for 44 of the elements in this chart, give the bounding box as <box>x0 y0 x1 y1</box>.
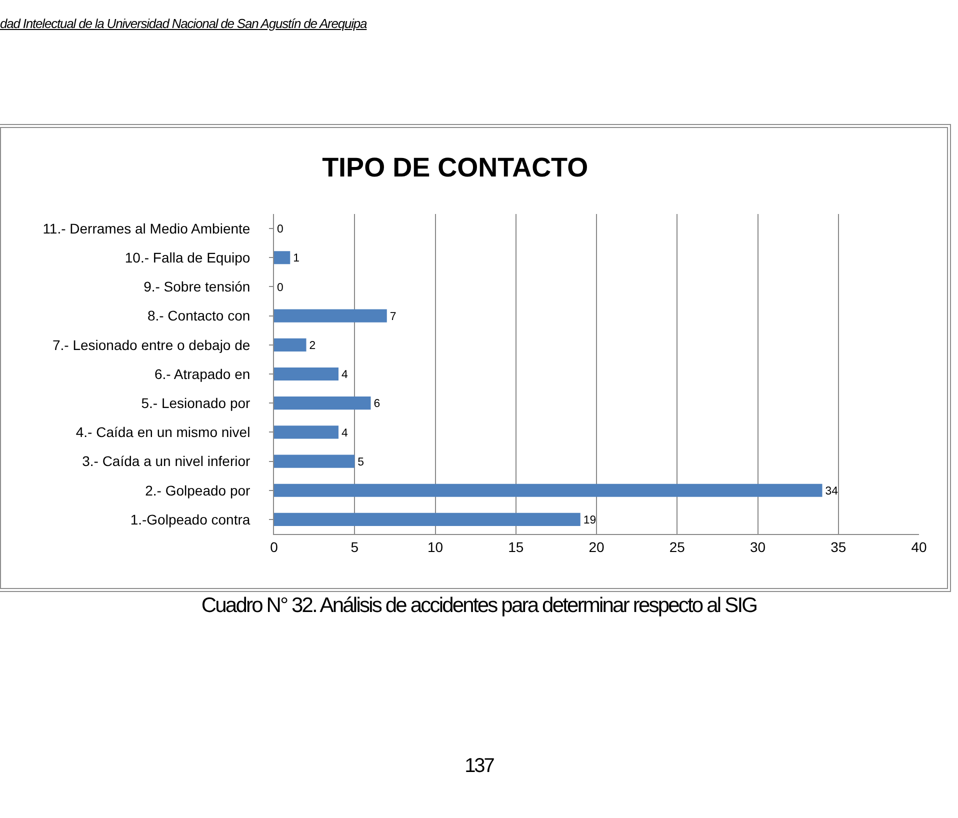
chart-title: TIPO DE CONTACTO <box>322 152 588 183</box>
x-tick-label: 15 <box>508 538 524 555</box>
y-tick-label: 9.- Sobre tensión <box>144 278 250 295</box>
data-label: 0 <box>277 224 284 236</box>
bar <box>274 251 290 264</box>
y-tick-label: 8.- Contacto con <box>147 308 250 324</box>
x-tick-label: 30 <box>750 538 766 555</box>
text: dad Intelectual de la Universidad Nacional de San Agustín de Arequipa <box>0 16 367 31</box>
data-label: 6 <box>374 398 380 410</box>
y-tick-label: 6.- Atrapado en <box>154 366 250 382</box>
bar <box>274 309 387 322</box>
text: 137 <box>464 755 495 778</box>
y-tick-label: 11.- Derrames al Medio Ambiente <box>42 220 250 236</box>
data-label: 7 <box>390 310 396 323</box>
y-tick-label: 1.-Golpeado contra <box>130 511 250 528</box>
data-label: 2 <box>309 340 316 352</box>
y-tick-label: 7.- Lesionado entre o debajo de <box>52 336 250 353</box>
x-tick-label: 20 <box>588 538 604 555</box>
data-label: 34 <box>825 485 839 498</box>
data-label: 4 <box>342 369 349 382</box>
bar <box>274 338 306 352</box>
bar <box>274 484 822 497</box>
data-label: 0 <box>277 282 284 294</box>
y-tick-label: 2.- Golpeado por <box>145 482 251 498</box>
data-label: 5 <box>358 456 364 468</box>
bar <box>274 454 355 468</box>
x-tick-label: 10 <box>427 538 444 555</box>
bar <box>274 367 338 381</box>
y-tick-label: 5.- Lesionado por <box>141 394 251 411</box>
bar <box>274 396 371 410</box>
bar <box>274 426 338 439</box>
y-tick-label: 3.- Caída a un nivel inferior <box>82 453 251 470</box>
x-tick-label: 35 <box>830 538 846 555</box>
y-tick-label: 4.- Caída en un mismo nivel <box>76 424 250 440</box>
bar <box>274 512 580 526</box>
y-tick-label: 10.- Falla de Equipo <box>124 250 250 266</box>
x-tick-label: 40 <box>911 538 927 555</box>
data-label: 1 <box>293 252 300 265</box>
text: Cuadro N° 32. Análisis de accidentes para determinar respecto al SIG <box>200 594 758 618</box>
x-tick-label: 0 <box>270 538 278 555</box>
x-tick-label: 5 <box>350 538 359 555</box>
data-label: 19 <box>583 514 596 527</box>
x-tick-label: 25 <box>669 538 686 555</box>
data-label: 4 <box>342 427 348 440</box>
